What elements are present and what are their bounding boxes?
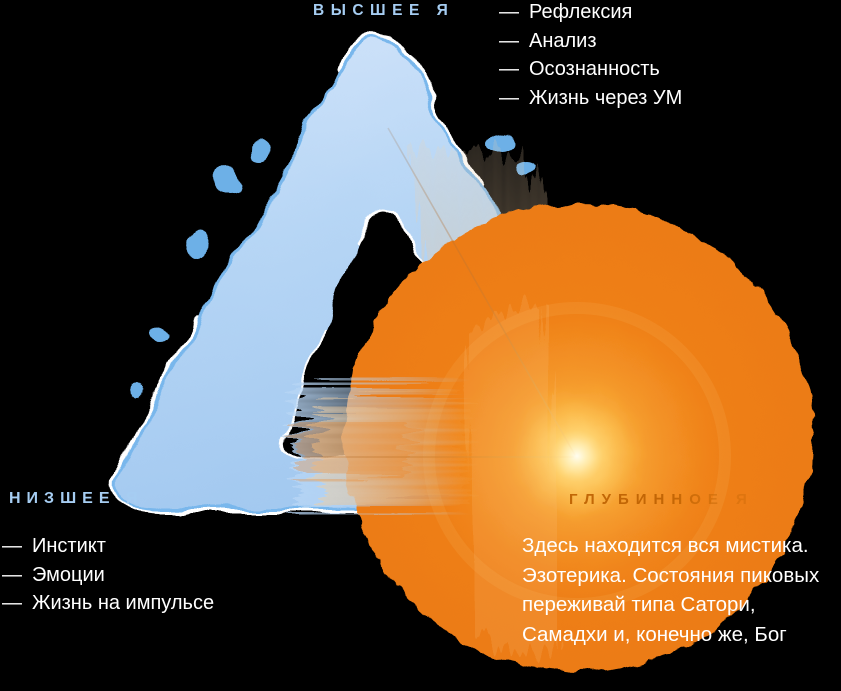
list-item: — Осознанность [499, 55, 682, 84]
dash-bullet: — [499, 29, 519, 52]
dash-bullet: — [2, 535, 22, 557]
dash-bullet: — [499, 1, 519, 23]
glow-core [519, 398, 635, 514]
list-item: — Инстикт [2, 532, 214, 561]
dash-bullet: — [2, 563, 22, 586]
list-item: — Жизнь на импульсе [2, 589, 214, 618]
list-item-label: Инстикт [32, 535, 106, 557]
list-item: — Эмоции [2, 561, 214, 590]
dash-bullet: — [499, 58, 519, 80]
blend-streaks [296, 388, 468, 512]
list-item-label: Рефлексия [529, 1, 633, 23]
list-item-label: Анализ [529, 29, 597, 52]
list-item-label: Осознанность [529, 58, 660, 80]
higher-self-list: — Рефлексия — Анализ — Осознанность — Жи… [499, 0, 682, 112]
lower-self-label: НИЗШЕЕ Я [9, 490, 144, 507]
paragraph-line: Эзотерика. Состояния пиковых [522, 563, 820, 587]
list-item: — Рефлексия [499, 0, 682, 27]
higher-self-label: ВЫСШЕЕ Я [313, 2, 455, 19]
list-item-label: Жизнь через УМ [529, 86, 683, 109]
dash-bullet: — [2, 592, 22, 614]
deep-self-label: ГЛУБИННОЕ Я [569, 491, 754, 508]
list-item-label: Жизнь на импульсе [32, 592, 215, 614]
paragraph-line: переживай типа Сатори, [522, 593, 756, 616]
paragraph-line: Здесь находится вся мистика. [522, 534, 809, 557]
list-item-label: Эмоции [32, 563, 105, 586]
paragraph-line: Самадхи и, конечно же, Бог [522, 622, 787, 646]
dash-bullet: — [499, 86, 519, 109]
lower-self-list: — Инстикт — Эмоции — Жизнь на импульсе [2, 532, 214, 618]
deep-self-description: Здесь находится вся мистика. Эзотерика. … [522, 531, 819, 649]
sphere-wash-streaks [472, 300, 566, 655]
list-item: — Жизнь через УМ [499, 84, 682, 113]
list-item: — Анализ [499, 27, 682, 56]
